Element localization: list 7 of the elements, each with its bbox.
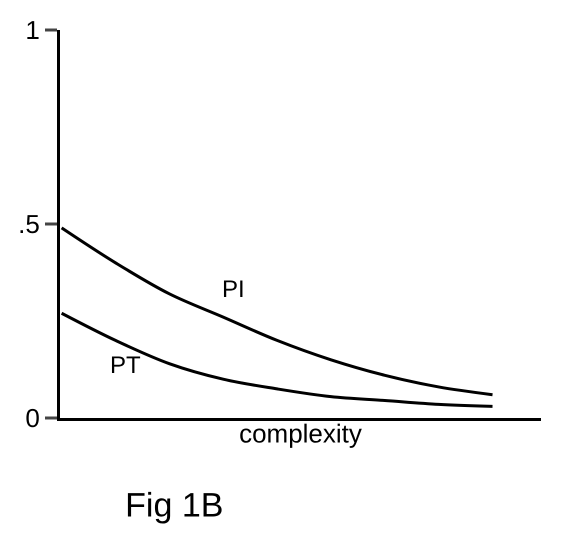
series-label: PI [222, 276, 245, 303]
y-tick-label: 1 [25, 15, 40, 46]
series-label: PT [110, 352, 142, 379]
y-tick-label: .5 [18, 209, 40, 240]
x-axis-title: complexity [239, 418, 362, 449]
y-tick-label: 0 [25, 403, 40, 434]
text: Fig 1B [125, 486, 224, 524]
